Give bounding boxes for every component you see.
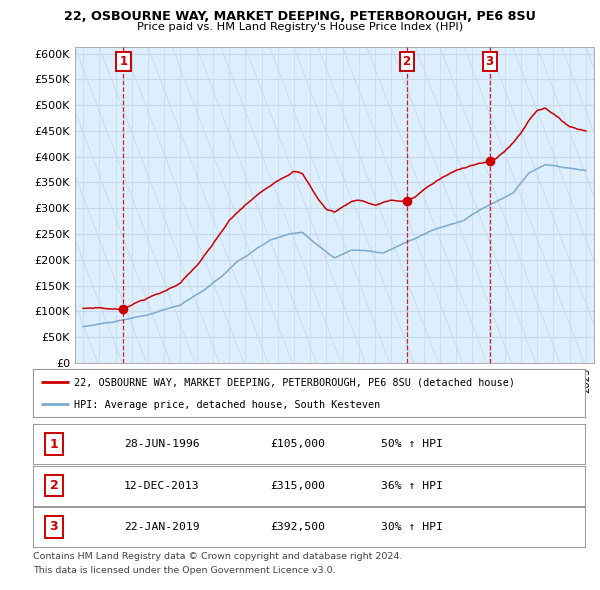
Text: Price paid vs. HM Land Registry's House Price Index (HPI): Price paid vs. HM Land Registry's House … xyxy=(137,22,463,32)
Text: 3: 3 xyxy=(50,520,58,533)
Text: 22-JAN-2019: 22-JAN-2019 xyxy=(124,522,200,532)
Text: 50% ↑ HPI: 50% ↑ HPI xyxy=(381,440,443,449)
Text: 36% ↑ HPI: 36% ↑ HPI xyxy=(381,481,443,490)
Text: 2: 2 xyxy=(403,55,411,68)
Text: This data is licensed under the Open Government Licence v3.0.: This data is licensed under the Open Gov… xyxy=(33,566,335,575)
Text: Contains HM Land Registry data © Crown copyright and database right 2024.: Contains HM Land Registry data © Crown c… xyxy=(33,552,403,560)
Text: 3: 3 xyxy=(485,55,494,68)
Text: 22, OSBOURNE WAY, MARKET DEEPING, PETERBOROUGH, PE6 8SU (detached house): 22, OSBOURNE WAY, MARKET DEEPING, PETERB… xyxy=(74,377,515,387)
Text: 28-JUN-1996: 28-JUN-1996 xyxy=(124,440,200,449)
Text: £392,500: £392,500 xyxy=(271,522,325,532)
Text: 22, OSBOURNE WAY, MARKET DEEPING, PETERBOROUGH, PE6 8SU: 22, OSBOURNE WAY, MARKET DEEPING, PETERB… xyxy=(64,10,536,23)
Text: 1: 1 xyxy=(119,55,128,68)
Text: 1: 1 xyxy=(50,438,58,451)
Text: HPI: Average price, detached house, South Kesteven: HPI: Average price, detached house, Sout… xyxy=(74,399,380,409)
Text: £315,000: £315,000 xyxy=(271,481,325,490)
Text: 2: 2 xyxy=(50,479,58,492)
Text: 12-DEC-2013: 12-DEC-2013 xyxy=(124,481,200,490)
Text: £105,000: £105,000 xyxy=(271,440,325,449)
Text: 30% ↑ HPI: 30% ↑ HPI xyxy=(381,522,443,532)
